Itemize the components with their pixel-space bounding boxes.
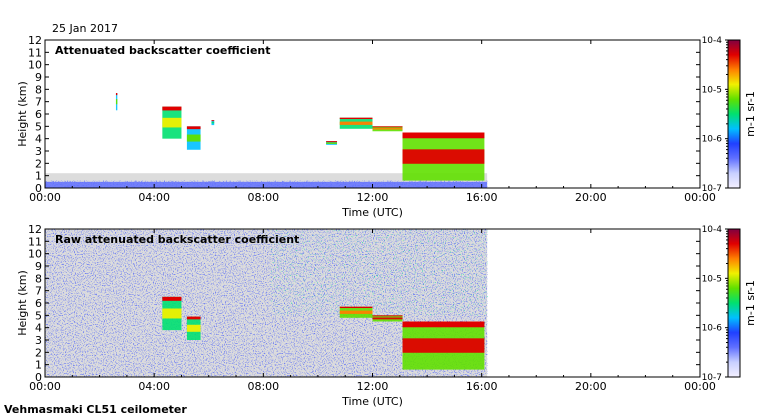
noise-speckle-yellow [304,229,488,260]
ytick-label: 9 [35,260,42,273]
ytick-label: 2 [35,346,42,359]
colorbar-tick-label: 10-7 [702,373,722,383]
colorbar [727,228,741,378]
feature-cloud-0520-core [186,134,201,142]
ytick-label: 11 [28,46,42,59]
ytick-label: 6 [35,108,42,121]
xtick-label: 00:00 [684,380,716,393]
panel-title: Raw attenuated backscatter coefficient [55,233,299,246]
feature-cloud-1300-core [402,149,485,164]
feature-cloud-1100-top [339,117,373,120]
ytick-label: 5 [35,120,42,133]
ytick-label: 5 [35,309,42,322]
colorbar-tick-label: 10-4 [702,36,723,46]
x-axis-label: Time (UTC) [341,206,403,219]
feature-cloud-1100-top [339,306,373,309]
ytick-label: 2 [35,157,42,170]
xtick-label: 16:00 [466,380,498,393]
ytick-label: 12 [28,34,42,47]
feature-cloud-0430-top [162,106,182,111]
ytick-label: 8 [35,83,42,96]
ytick-label: 11 [28,235,42,248]
ytick-label: 7 [35,96,42,109]
feature-cloud-0520-core [186,324,201,332]
heatmap-field [45,93,488,188]
feature-cloud-1100-core [339,310,373,314]
ytick-label: 3 [35,145,42,158]
feature-cloud-0600-top [211,120,215,122]
ytick-label: 3 [35,334,42,347]
instrument-footer: Vehmasmaki CL51 ceilometer [4,403,187,416]
ytick-label: 0 [35,182,42,195]
ytick-label: 8 [35,272,42,285]
feature-cloud-1030-top [326,141,338,143]
feature-cloud-1300-top [402,132,485,139]
colorbar-tick-label: 10-4 [702,225,723,235]
y-axis-label: Height (km) [16,270,29,336]
ytick-label: 9 [35,71,42,84]
feature-surface-layer [45,181,488,188]
ytick-label: 0 [35,371,42,384]
ytick-label: 4 [35,322,42,335]
colorbar-tick-label: 10-7 [702,184,722,194]
colorbar-tick-label: 10-5 [702,85,722,95]
heatmap-field [45,229,488,377]
ytick-label: 10 [28,59,42,72]
xtick-label: 00:00 [29,380,61,393]
feature-cloud-1200-top [372,126,403,128]
feature-cloud-0230-core [115,99,118,105]
xtick-label: 04:00 [138,191,170,204]
feature-cloud-1200-core [372,317,403,320]
feature-cloud-0430-core [162,117,182,128]
feature-cloud-0520-top [186,316,201,320]
ytick-label: 10 [28,248,42,261]
colorbar-label: m-1 sr-1 [744,280,757,326]
feature-cloud-0520-top [186,126,201,130]
plot-background [45,40,700,188]
xtick-label: 08:00 [247,380,279,393]
feature-cloud-0430-top [162,296,182,301]
feature-cloud-0600-core [211,121,215,124]
ytick-label: 4 [35,133,42,146]
ytick-label: 12 [28,223,42,236]
xtick-label: 20:00 [575,380,607,393]
feature-cloud-1200-top [372,315,403,317]
y-axis-label: Height (km) [16,81,29,147]
ytick-label: 1 [35,359,42,372]
colorbar-tick-label: 10-6 [702,324,723,334]
xtick-label: 00:00 [29,191,61,204]
feature-cloud-0230-top [115,93,118,96]
feature-cloud-1200-core [372,128,403,130]
xtick-label: 04:00 [138,380,170,393]
colorbar [727,39,741,189]
panel-title: Attenuated backscatter coefficient [55,44,271,57]
xtick-label: 20:00 [575,191,607,204]
xtick-label: 00:00 [684,191,716,204]
ytick-label: 1 [35,170,42,183]
feature-cloud-0430-core [162,308,182,319]
xtick-label: 08:00 [247,191,279,204]
ytick-label: 7 [35,285,42,298]
xtick-label: 12:00 [357,191,389,204]
colorbar-tick-label: 10-6 [702,135,723,145]
feature-cloud-1030-core [326,142,338,144]
colorbar-label: m-1 sr-1 [744,91,757,137]
xtick-label: 16:00 [466,191,498,204]
feature-cloud-1300-core [402,338,485,353]
xtick-label: 12:00 [357,380,389,393]
date-label: 25 Jan 2017 [52,22,118,35]
colorbar-tick-label: 10-5 [702,274,722,284]
feature-cloud-1100-core [339,121,373,125]
x-axis-label: Time (UTC) [341,395,403,408]
feature-cloud-1300-top [402,321,485,328]
ytick-label: 6 [35,297,42,310]
